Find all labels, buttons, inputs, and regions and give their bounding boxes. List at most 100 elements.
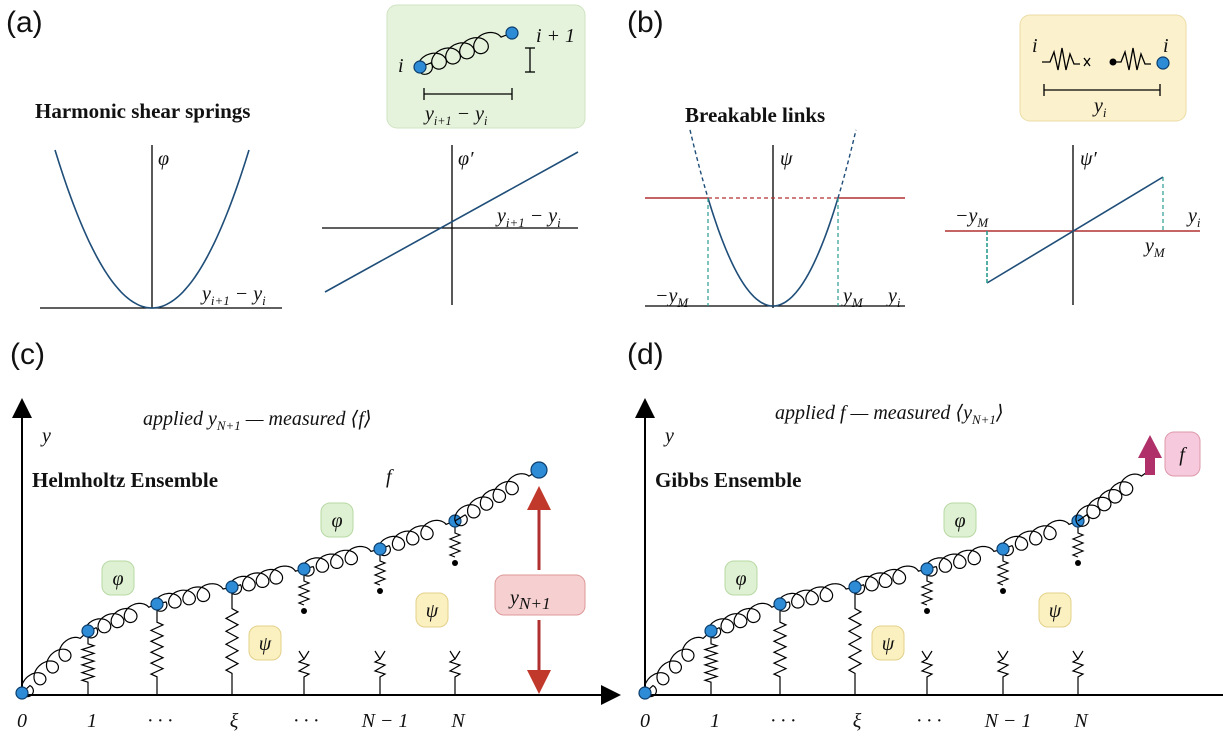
badge-label: φ bbox=[954, 510, 965, 532]
coil-spring bbox=[776, 583, 856, 612]
badge-label: φ bbox=[331, 510, 342, 532]
badge bbox=[101, 560, 135, 596]
caption: applied f — measured ⟨yN+1⟩ bbox=[775, 402, 1004, 427]
force-arrow bbox=[1145, 455, 1155, 475]
math-part: applied bbox=[143, 408, 208, 430]
axis-label: y bbox=[40, 425, 51, 447]
math-part: y bbox=[206, 408, 217, 430]
coil-spring bbox=[851, 565, 928, 595]
broken-end bbox=[1075, 560, 1081, 566]
coil-spring bbox=[153, 583, 233, 612]
math-part: − y bbox=[452, 103, 484, 125]
node bbox=[150, 597, 164, 611]
broken-lower bbox=[373, 650, 387, 695]
broken-lower bbox=[1071, 650, 1085, 695]
potential-curve bbox=[707, 197, 839, 307]
badge bbox=[320, 502, 354, 538]
axis-label: y bbox=[663, 425, 674, 447]
panel-label: (d) bbox=[627, 338, 664, 371]
x-tick-label: ξ bbox=[853, 710, 862, 732]
axis-label: yi bbox=[886, 285, 901, 310]
x-tick-label: N bbox=[450, 710, 466, 732]
x-tick-label: · · · bbox=[294, 710, 319, 732]
x-tick-label: · · · bbox=[771, 710, 796, 732]
force-arrow-head bbox=[1138, 435, 1162, 458]
node bbox=[996, 542, 1010, 556]
node bbox=[505, 26, 519, 40]
broken-end bbox=[377, 588, 383, 594]
panel-label: (c) bbox=[10, 338, 45, 371]
badge bbox=[724, 560, 758, 596]
node bbox=[413, 60, 427, 74]
axis-label: yi+1 − yi bbox=[495, 205, 561, 230]
axis-label: φ bbox=[158, 148, 169, 170]
broken-lower bbox=[996, 650, 1010, 695]
badge-label: φ bbox=[112, 568, 123, 590]
inset-b bbox=[1019, 14, 1187, 122]
broken-end bbox=[452, 560, 458, 566]
node bbox=[225, 580, 239, 594]
node bbox=[373, 542, 387, 556]
axis-label: yi bbox=[1186, 205, 1201, 230]
inset-node-label: i bbox=[1163, 35, 1169, 57]
subscript: M bbox=[851, 295, 864, 310]
coil-spring bbox=[84, 602, 158, 639]
displacement-label: yN+1 bbox=[508, 587, 551, 613]
broken-upper bbox=[448, 521, 462, 558]
badge bbox=[871, 625, 905, 661]
subscript: N+1 bbox=[518, 594, 551, 613]
subscript: N+1 bbox=[216, 418, 241, 433]
coil-spring bbox=[643, 630, 712, 698]
inset-node-label: i bbox=[1032, 35, 1038, 57]
broken-lower bbox=[297, 650, 311, 695]
panel-label: (a) bbox=[6, 6, 43, 39]
zigzag-spring bbox=[224, 587, 240, 695]
subscript: M bbox=[976, 215, 989, 230]
broken-upper bbox=[1071, 521, 1085, 558]
broken-spring bbox=[1042, 47, 1091, 71]
coil-spring bbox=[1075, 469, 1151, 527]
inset-node-label: i + 1 bbox=[536, 25, 575, 47]
node bbox=[297, 562, 311, 576]
node bbox=[920, 562, 934, 576]
x-tick-label: N − 1 bbox=[361, 710, 409, 732]
potential-curve bbox=[54, 149, 250, 309]
coil-spring bbox=[228, 565, 305, 595]
subscript: i+1 bbox=[211, 293, 230, 308]
x-tick-label: N bbox=[1073, 710, 1089, 732]
badge-label: φ bbox=[735, 568, 746, 590]
x-tick-label: ξ bbox=[230, 710, 239, 732]
broken-end bbox=[1000, 588, 1006, 594]
force-label: f bbox=[1179, 444, 1187, 466]
axis-label: yM bbox=[1143, 235, 1166, 260]
subscript: M bbox=[676, 295, 689, 310]
force-curve bbox=[986, 176, 1164, 284]
x-tick-label: 0 bbox=[640, 710, 650, 732]
math-part: y bbox=[200, 283, 211, 305]
subscript: i bbox=[262, 293, 266, 308]
broken-upper bbox=[996, 549, 1010, 586]
axis-label: φ′ bbox=[458, 148, 474, 170]
math-part: y bbox=[886, 285, 897, 307]
subscript: i bbox=[484, 114, 488, 128]
node bbox=[15, 686, 29, 700]
node bbox=[773, 597, 787, 611]
math-part: − y bbox=[525, 205, 557, 227]
axis-label: −yM bbox=[655, 285, 689, 310]
badge-label: ψ bbox=[882, 633, 895, 655]
broken-upper bbox=[373, 549, 387, 586]
broken-lower bbox=[920, 650, 934, 695]
displacement-box bbox=[494, 574, 586, 616]
math-part: y bbox=[1186, 205, 1197, 227]
math-part: ⟩ bbox=[995, 402, 1004, 424]
inset-length: yi+1 − yi bbox=[423, 103, 488, 128]
node bbox=[81, 624, 95, 638]
ensemble-title: Gibbs Ensemble bbox=[655, 468, 801, 492]
math-part: — measured ⟨f⟩ bbox=[241, 408, 372, 430]
badge bbox=[1038, 592, 1072, 628]
coil-spring bbox=[377, 519, 456, 557]
axis-label: yi+1 − yi bbox=[200, 283, 266, 308]
zigzag-spring bbox=[847, 587, 863, 695]
